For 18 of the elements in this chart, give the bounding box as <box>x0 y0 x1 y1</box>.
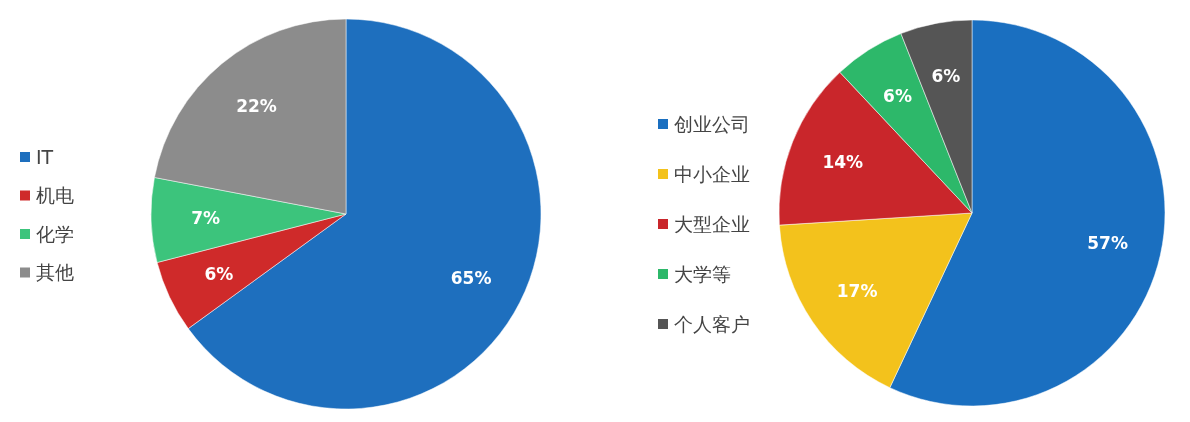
legend-label: 中小企业 <box>674 162 750 185</box>
data-label: 17% <box>836 281 878 302</box>
data-label: 22% <box>236 95 277 116</box>
legend-label: 化学 <box>36 222 74 245</box>
legend-label: 创业公司 <box>674 112 750 135</box>
legend-label: 其他 <box>36 261 74 284</box>
legend-label: IT <box>36 145 54 168</box>
legend-label: 机电 <box>36 184 74 207</box>
legend-label: 大学等 <box>674 262 731 285</box>
data-label: 65% <box>450 267 492 288</box>
data-label: 6% <box>931 66 961 87</box>
legend-label: 个人客户 <box>674 312 750 335</box>
data-label: 57% <box>1087 233 1128 254</box>
data-label: 6% <box>204 263 234 284</box>
data-label: 7% <box>191 208 221 229</box>
legend-label: 大型企业 <box>674 212 750 235</box>
data-label: 6% <box>883 85 912 106</box>
data-label: 14% <box>822 151 864 172</box>
